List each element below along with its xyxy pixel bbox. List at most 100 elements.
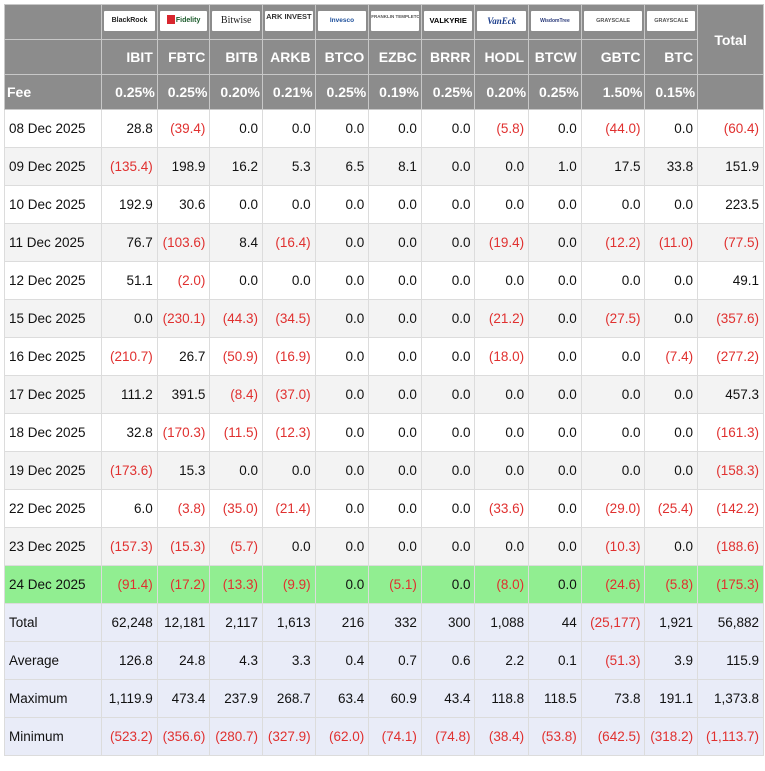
row-label: 23 Dec 2025 — [3, 527, 103, 566]
etf-flows-table: BlackRock Fidelity Bitwise ARK INVEST In… — [3, 4, 764, 756]
fee-row: Fee 0.25% 0.25% 0.20% 0.21% 0.25% 0.19% 0.25% 0… — [3, 74, 764, 110]
ticker-header: BRRR — [420, 39, 476, 75]
flow-cell: 0.0 — [368, 223, 422, 262]
row-total-cell: 151.9 — [697, 147, 764, 186]
flow-cell: (5.8) — [644, 565, 699, 604]
flow-cell: 0.0 — [644, 109, 699, 148]
flow-cell: 473.4 — [156, 679, 211, 718]
flow-cell: 0.0 — [262, 527, 316, 566]
flow-cell: 0.0 — [420, 299, 476, 338]
flow-cell: 0.0 — [528, 337, 582, 376]
row-total-cell: (1,113.7) — [697, 717, 764, 756]
row-total-cell: (175.3) — [697, 565, 764, 604]
table-row: 19 Dec 2025 (173.6) 15.3 0.0 0.0 0.0 0.0 0.0 0.0… — [3, 451, 764, 490]
flow-cell: 0.0 — [580, 375, 646, 414]
flow-cell: 0.0 — [420, 147, 476, 186]
flow-cell: 0.0 — [474, 185, 530, 224]
flow-cell: 0.0 — [209, 261, 264, 300]
flow-cell: 0.0 — [314, 375, 370, 414]
flow-cell: (18.0) — [474, 337, 530, 376]
flow-cell: (21.4) — [262, 489, 316, 528]
flow-cell: 0.0 — [262, 261, 316, 300]
summary-row: Minimum (523.2) (356.6) (280.7) (327.9) (62.0… — [3, 717, 764, 756]
flow-cell: 0.0 — [420, 223, 476, 262]
flow-cell: 1,119.9 — [101, 679, 158, 718]
flow-cell: (39.4) — [156, 109, 211, 148]
flow-cell: 0.0 — [262, 451, 316, 490]
flow-cell: 268.7 — [262, 679, 316, 718]
flow-cell: (523.2) — [101, 717, 158, 756]
flow-cell: 0.0 — [314, 527, 370, 566]
flow-cell: 126.8 — [101, 641, 158, 680]
flow-cell: 1,921 — [644, 603, 699, 642]
fee-cell: 0.15% — [644, 74, 699, 110]
flow-cell: 0.7 — [368, 641, 422, 680]
flow-cell: (38.4) — [474, 717, 530, 756]
row-label: Maximum — [3, 679, 103, 718]
flow-cell: (16.4) — [262, 223, 316, 262]
flow-cell: (11.5) — [209, 413, 264, 452]
fee-total-cell — [697, 74, 764, 110]
total-column-header: Total — [697, 4, 764, 75]
row-total-cell: (142.2) — [697, 489, 764, 528]
flow-cell: 0.0 — [644, 261, 699, 300]
flow-cell: 15.3 — [156, 451, 211, 490]
flow-cell: (25,177) — [580, 603, 646, 642]
invesco-logo: Invesco — [317, 10, 367, 31]
flow-cell: 0.0 — [209, 109, 264, 148]
flow-cell: 0.0 — [420, 565, 476, 604]
flow-cell: (44.0) — [580, 109, 646, 148]
flow-cell: 0.0 — [528, 109, 582, 148]
flow-cell: 0.0 — [528, 261, 582, 300]
flow-cell: 0.0 — [314, 565, 370, 604]
row-label: Minimum — [3, 717, 103, 756]
flow-cell: (280.7) — [209, 717, 264, 756]
flow-cell: 0.0 — [644, 451, 699, 490]
flow-cell: (16.9) — [262, 337, 316, 376]
flow-cell: (44.3) — [209, 299, 264, 338]
flow-cell: 0.0 — [368, 451, 422, 490]
flow-cell: 0.0 — [101, 299, 158, 338]
ticker-header: BTC — [644, 39, 699, 75]
flow-cell: (103.6) — [156, 223, 211, 262]
flow-cell: (74.8) — [420, 717, 476, 756]
flow-cell: 62,248 — [101, 603, 158, 642]
table-row: 09 Dec 2025 (135.4) 198.9 16.2 5.3 6.5 8.1 0.0 0… — [3, 147, 764, 186]
flow-cell: 26.7 — [156, 337, 211, 376]
row-label: 11 Dec 2025 — [3, 223, 103, 262]
flow-cell: 0.0 — [528, 299, 582, 338]
flow-cell: 8.1 — [368, 147, 422, 186]
flow-cell: (2.0) — [156, 261, 211, 300]
row-label: 12 Dec 2025 — [3, 261, 103, 300]
flow-cell: (7.4) — [644, 337, 699, 376]
table-row: 23 Dec 2025 (157.3) (15.3) (5.7) 0.0 0.0 0.0 0.… — [3, 527, 764, 566]
flow-cell: 198.9 — [156, 147, 211, 186]
flow-cell: 0.0 — [420, 185, 476, 224]
fee-cell: 0.25% — [156, 74, 211, 110]
flow-cell: (91.4) — [101, 565, 158, 604]
ticker-header: BITB — [209, 39, 264, 75]
row-label: 24 Dec 2025 — [3, 565, 103, 604]
row-label: 22 Dec 2025 — [3, 489, 103, 528]
summary-row: Maximum 1,119.9 473.4 237.9 268.7 63.4 60.9 43.… — [3, 679, 764, 718]
flow-cell: 1,088 — [474, 603, 530, 642]
flow-cell: 4.3 — [209, 641, 264, 680]
flow-cell: 0.0 — [528, 375, 582, 414]
row-total-cell: (77.5) — [697, 223, 764, 262]
row-label: 08 Dec 2025 — [3, 109, 103, 148]
flow-cell: (230.1) — [156, 299, 211, 338]
ark-invest-logo: ARK INVEST — [265, 10, 313, 31]
flow-cell: (33.6) — [474, 489, 530, 528]
ticker-header: FBTC — [156, 39, 211, 75]
flow-cell: (24.6) — [580, 565, 646, 604]
table-row: 18 Dec 2025 32.8 (170.3) (11.5) (12.3) 0.0 0.0… — [3, 413, 764, 452]
row-total-cell: (188.6) — [697, 527, 764, 566]
flow-cell: (51.3) — [580, 641, 646, 680]
flow-cell: (9.9) — [262, 565, 316, 604]
flow-cell: 118.5 — [528, 679, 582, 718]
flow-cell: 44 — [528, 603, 582, 642]
fee-cell: 0.20% — [474, 74, 530, 110]
table-row: 10 Dec 2025 192.9 30.6 0.0 0.0 0.0 0.0 0.0 0.0 0.… — [3, 185, 764, 224]
flow-cell: 0.0 — [528, 223, 582, 262]
flow-cell: (19.4) — [474, 223, 530, 262]
